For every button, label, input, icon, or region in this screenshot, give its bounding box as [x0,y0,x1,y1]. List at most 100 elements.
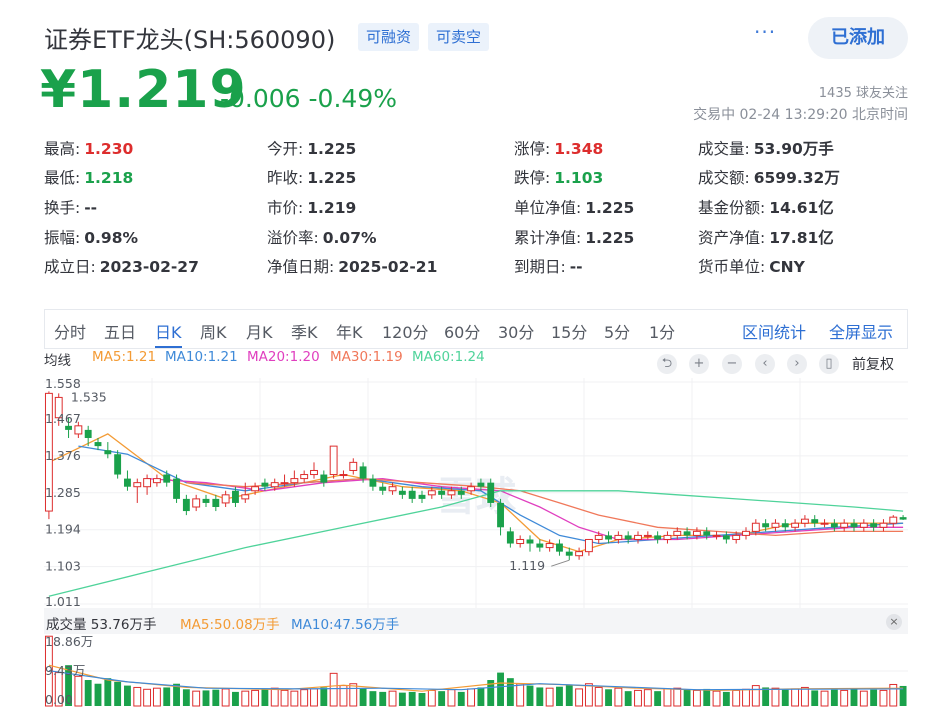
quote-turnover: 换手: -- [44,199,98,217]
quote-unit-nav: 单位净值: 1.225 [514,199,635,217]
tab-monthly-k[interactable]: 月K [246,323,273,342]
volume-bar [300,689,309,707]
zoom-in-icon[interactable]: + [689,354,709,374]
volume-bar [202,690,210,706]
tab-quarterly-k[interactable]: 季K [291,323,318,342]
pan-right-icon[interactable]: › [787,354,807,374]
candle-body [742,530,750,536]
candle-body [732,534,741,540]
quote-limit-up: 涨停: 1.348 [514,140,604,158]
pan-left-icon[interactable]: ‹ [755,354,775,374]
candle-body [320,474,328,483]
candle-body [447,490,456,496]
candle-body [879,522,888,528]
range-stats-link[interactable]: 区间统计 [742,323,807,342]
quote-nav-date: 净值日期: 2025-02-21 [267,258,438,276]
close-volume-icon[interactable]: × [886,614,902,630]
volume-bar [673,687,682,707]
candle-body [575,551,584,557]
candle-body [152,478,161,484]
volume-bar [329,672,338,707]
volume-bar [114,681,122,706]
candlestick-chart[interactable]: 雪球1.5581.4671.3761.2851.1941.1031.0111.5… [44,378,908,608]
candle-body [497,502,504,528]
tab-15min[interactable]: 15分 [551,323,588,342]
candle-body [280,482,289,485]
volume-bar [781,689,789,706]
candle-body [300,474,309,480]
candle-body [379,486,387,491]
candle-body [791,522,800,528]
volume-bar [545,687,554,707]
candle-type-icon[interactable]: ▯ [819,354,839,374]
volume-bar [526,685,534,706]
volume-bar [594,686,603,707]
quote-maturity: 到期日: -- [514,258,583,276]
candle-body [270,482,279,488]
tab-120min[interactable]: 120分 [382,323,429,342]
volume-bar [221,688,230,707]
reset-icon[interactable]: ⮌ [657,354,677,374]
volume-bar [477,687,485,706]
fullscreen-link[interactable]: 全屏显示 [829,323,894,342]
candle-body [634,534,642,540]
quote-currency: 货币单位: CNY [698,258,805,276]
tab-yearly-k[interactable]: 年K [336,323,363,342]
volume-bar [712,690,721,707]
quote-volume: 成交量: 53.90万手 [698,140,834,158]
candle-body [339,474,348,477]
candle-body [673,530,682,536]
volume-chart[interactable]: 18.86万 9.43万 0.00 [44,634,908,708]
tab-1min[interactable]: 1分 [649,323,676,342]
trading-status: 交易中 02-24 13:29:20 北京时间 [693,107,908,123]
quote-amount: 成交额: 6599.32万 [698,169,840,187]
tab-minute[interactable]: 分时 [54,323,87,342]
volume-bar [124,685,131,706]
volume-bar [771,687,780,707]
volume-bar [427,689,436,707]
tab-five-day[interactable]: 五日 [104,323,137,342]
tab-weekly-k[interactable]: 周K [200,323,227,342]
high-annotation: 1.535 [71,389,107,404]
candle-body [44,392,53,512]
volume-bar [74,675,83,707]
volume-zero-label: 0.00 [45,692,73,707]
candle-body [506,531,514,544]
quote-open: 今开: 1.225 [267,140,357,158]
more-icon[interactable]: ··· [754,20,777,44]
quote-high: 最高: 1.230 [44,140,134,158]
volume-bar [310,688,318,707]
candle-body [182,498,190,512]
add-watchlist-button[interactable]: 已添加 [808,17,908,59]
volume-bar [359,688,367,706]
volume-bar [369,691,377,706]
adjust-mode-select[interactable]: 前复权 [852,357,894,373]
candle-body [74,425,83,435]
candle-body [212,498,220,508]
candle-body [487,482,495,503]
zoom-out-icon[interactable]: − [722,354,742,374]
candle-body [683,531,691,536]
tab-5min[interactable]: 5分 [604,323,631,342]
volume-bar [850,688,858,706]
candle-body [692,530,701,536]
volume-bar [94,683,102,706]
follower-count[interactable]: 1435 球友关注 [818,86,908,101]
candle-body [457,490,465,495]
candle-body [251,486,260,492]
candle-body [133,482,142,488]
volume-bar [605,689,612,706]
volume-bar [820,690,829,707]
volume-max-label: 18.86万 [45,634,93,649]
volume-bar [584,683,593,707]
candle-body [369,478,377,487]
y-tick-label: 1.558 [45,378,81,391]
volume-bar [663,688,672,707]
candle-body [614,534,623,540]
volume-bar [261,689,269,706]
tab-daily-k[interactable]: 日K [155,319,182,348]
volume-bar [104,678,112,706]
candle-body [712,534,721,537]
tab-30min[interactable]: 30分 [498,323,535,342]
tab-60min[interactable]: 60分 [444,323,481,342]
